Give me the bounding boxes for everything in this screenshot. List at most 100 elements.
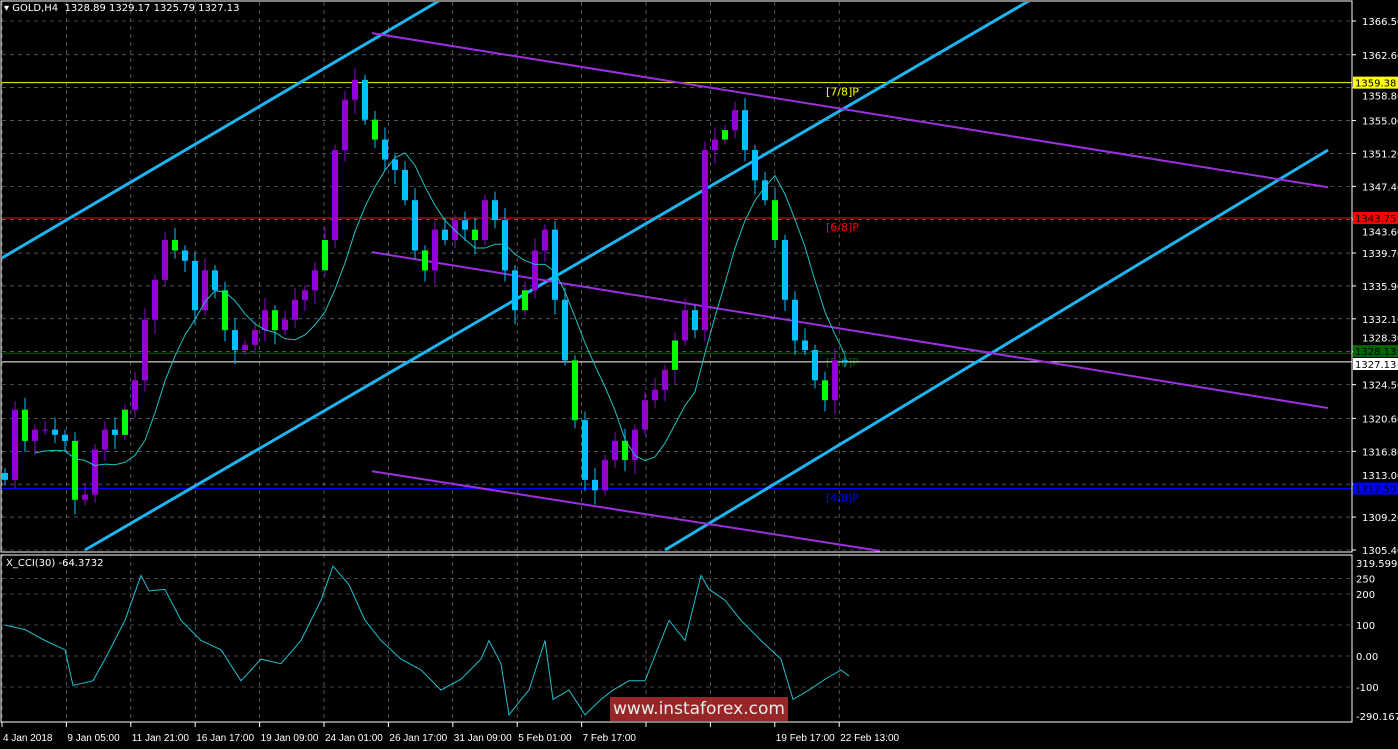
price-tick-label: 1343.60 xyxy=(1362,227,1398,238)
candle-body xyxy=(462,220,468,230)
time-tick-label: 19 Jan 09:00 xyxy=(261,733,319,744)
ohlc-values: 1328.89 1329.17 1325.79 1327.13 xyxy=(64,3,240,14)
candle-body xyxy=(122,409,128,435)
candle-body xyxy=(182,250,188,261)
price-tick-label: 1328.30 xyxy=(1362,334,1398,345)
cci-tick-label: 319.599 xyxy=(1356,559,1397,570)
candle-body xyxy=(22,409,28,441)
candle-body xyxy=(762,180,768,201)
candles xyxy=(2,67,848,515)
candle-body xyxy=(742,110,748,151)
candle-body xyxy=(572,360,578,421)
candle-body xyxy=(112,429,118,435)
time-tick-label: 31 Jan 09:00 xyxy=(454,733,512,744)
candle-body xyxy=(602,459,608,491)
candle-body xyxy=(472,229,478,241)
level-price-tag xyxy=(1353,345,1398,358)
candle-body xyxy=(802,340,808,351)
candle-body xyxy=(262,310,268,331)
cci-tick-label: 0.00 xyxy=(1356,652,1378,663)
candle-body xyxy=(622,440,628,460)
moving-average-line xyxy=(34,152,846,466)
candle-body xyxy=(582,420,588,480)
candle-body xyxy=(612,440,618,460)
candle-body xyxy=(832,360,838,401)
price-tick-label: 1358.80 xyxy=(1362,92,1398,103)
candle-body xyxy=(292,299,298,320)
candle-body xyxy=(562,299,568,361)
candle-body xyxy=(322,240,328,271)
candle-body xyxy=(142,319,148,381)
time-tick-label: 11 Jan 21:00 xyxy=(132,733,190,744)
price-tick-label: 1335.90 xyxy=(1362,282,1398,293)
price-tick-label: 1309.20 xyxy=(1362,513,1398,524)
cci-tick-label: -290.1675 xyxy=(1356,712,1398,723)
price-tick-label: 1362.60 xyxy=(1362,51,1398,62)
time-tick-label: 26 Jan 17:00 xyxy=(389,733,447,744)
candle-body xyxy=(412,200,418,251)
candle-body xyxy=(492,200,498,221)
cci-tick-label: 250 xyxy=(1356,575,1375,586)
candle-body xyxy=(752,150,758,181)
candle-body xyxy=(312,270,318,291)
price-tick-label: 1313.00 xyxy=(1362,471,1398,482)
cci-panel-frame xyxy=(0,554,1353,723)
candle-body xyxy=(542,229,548,251)
candle-body xyxy=(282,319,288,331)
price-tick-label: 1351.20 xyxy=(1362,149,1398,160)
candle-body xyxy=(522,290,528,311)
candle-body xyxy=(502,220,508,271)
candle-body xyxy=(272,310,278,331)
candle-body xyxy=(132,380,138,410)
main-panel-frame xyxy=(0,0,1353,553)
level-price-label: 1359.38 xyxy=(1355,79,1396,90)
candle-body xyxy=(732,110,738,131)
price-tick-label: 1324.50 xyxy=(1362,381,1398,392)
candle-body xyxy=(512,270,518,311)
level-label: [6/8]P xyxy=(826,221,859,234)
candle-body xyxy=(72,440,78,500)
candle-body xyxy=(722,130,728,140)
symbol-label: GOLD,H4 xyxy=(12,3,59,14)
time-tick-label: 4 Jan 2018 xyxy=(3,733,53,744)
candle-body xyxy=(432,229,438,271)
candle-body xyxy=(92,449,98,495)
candle-body xyxy=(402,169,408,201)
price-tick-label: 1366.50 xyxy=(1362,17,1398,28)
price-tick-label: 1355.00 xyxy=(1362,117,1398,128)
candle-body xyxy=(222,290,228,331)
price-tick-label: 1332.10 xyxy=(1362,315,1398,326)
level-price-label: 1312.50 xyxy=(1355,485,1396,496)
candle-body xyxy=(822,380,828,401)
trend-line xyxy=(371,32,1329,189)
candle-body xyxy=(552,229,558,300)
level-label: [7/8]P xyxy=(826,86,859,99)
candle-body xyxy=(632,429,638,460)
candle-body xyxy=(532,250,538,291)
candle-body xyxy=(2,472,8,480)
trend-lines xyxy=(2,2,1329,552)
trend-line xyxy=(2,2,440,260)
time-tick-label: 24 Jan 01:00 xyxy=(325,733,383,744)
candle-body xyxy=(332,150,338,241)
candle-body xyxy=(172,240,178,251)
level-price-label: 1327.13 xyxy=(1355,360,1396,371)
candle-body xyxy=(162,240,168,280)
candle-body xyxy=(662,369,668,390)
candle-body xyxy=(242,344,248,351)
candle-body xyxy=(202,270,208,311)
candle-body xyxy=(302,290,308,300)
time-tick-label: 16 Jan 17:00 xyxy=(196,733,254,744)
candle-body xyxy=(352,79,358,100)
candle-body xyxy=(212,270,218,291)
candle-body xyxy=(442,229,448,241)
candle-body xyxy=(792,299,798,341)
level-price-tag xyxy=(1353,482,1398,495)
candle-body xyxy=(672,340,678,370)
candle-body xyxy=(692,310,698,331)
candle-body xyxy=(62,434,68,441)
candle-body xyxy=(812,350,818,381)
candle-body xyxy=(782,240,788,300)
candle-body xyxy=(482,200,488,241)
